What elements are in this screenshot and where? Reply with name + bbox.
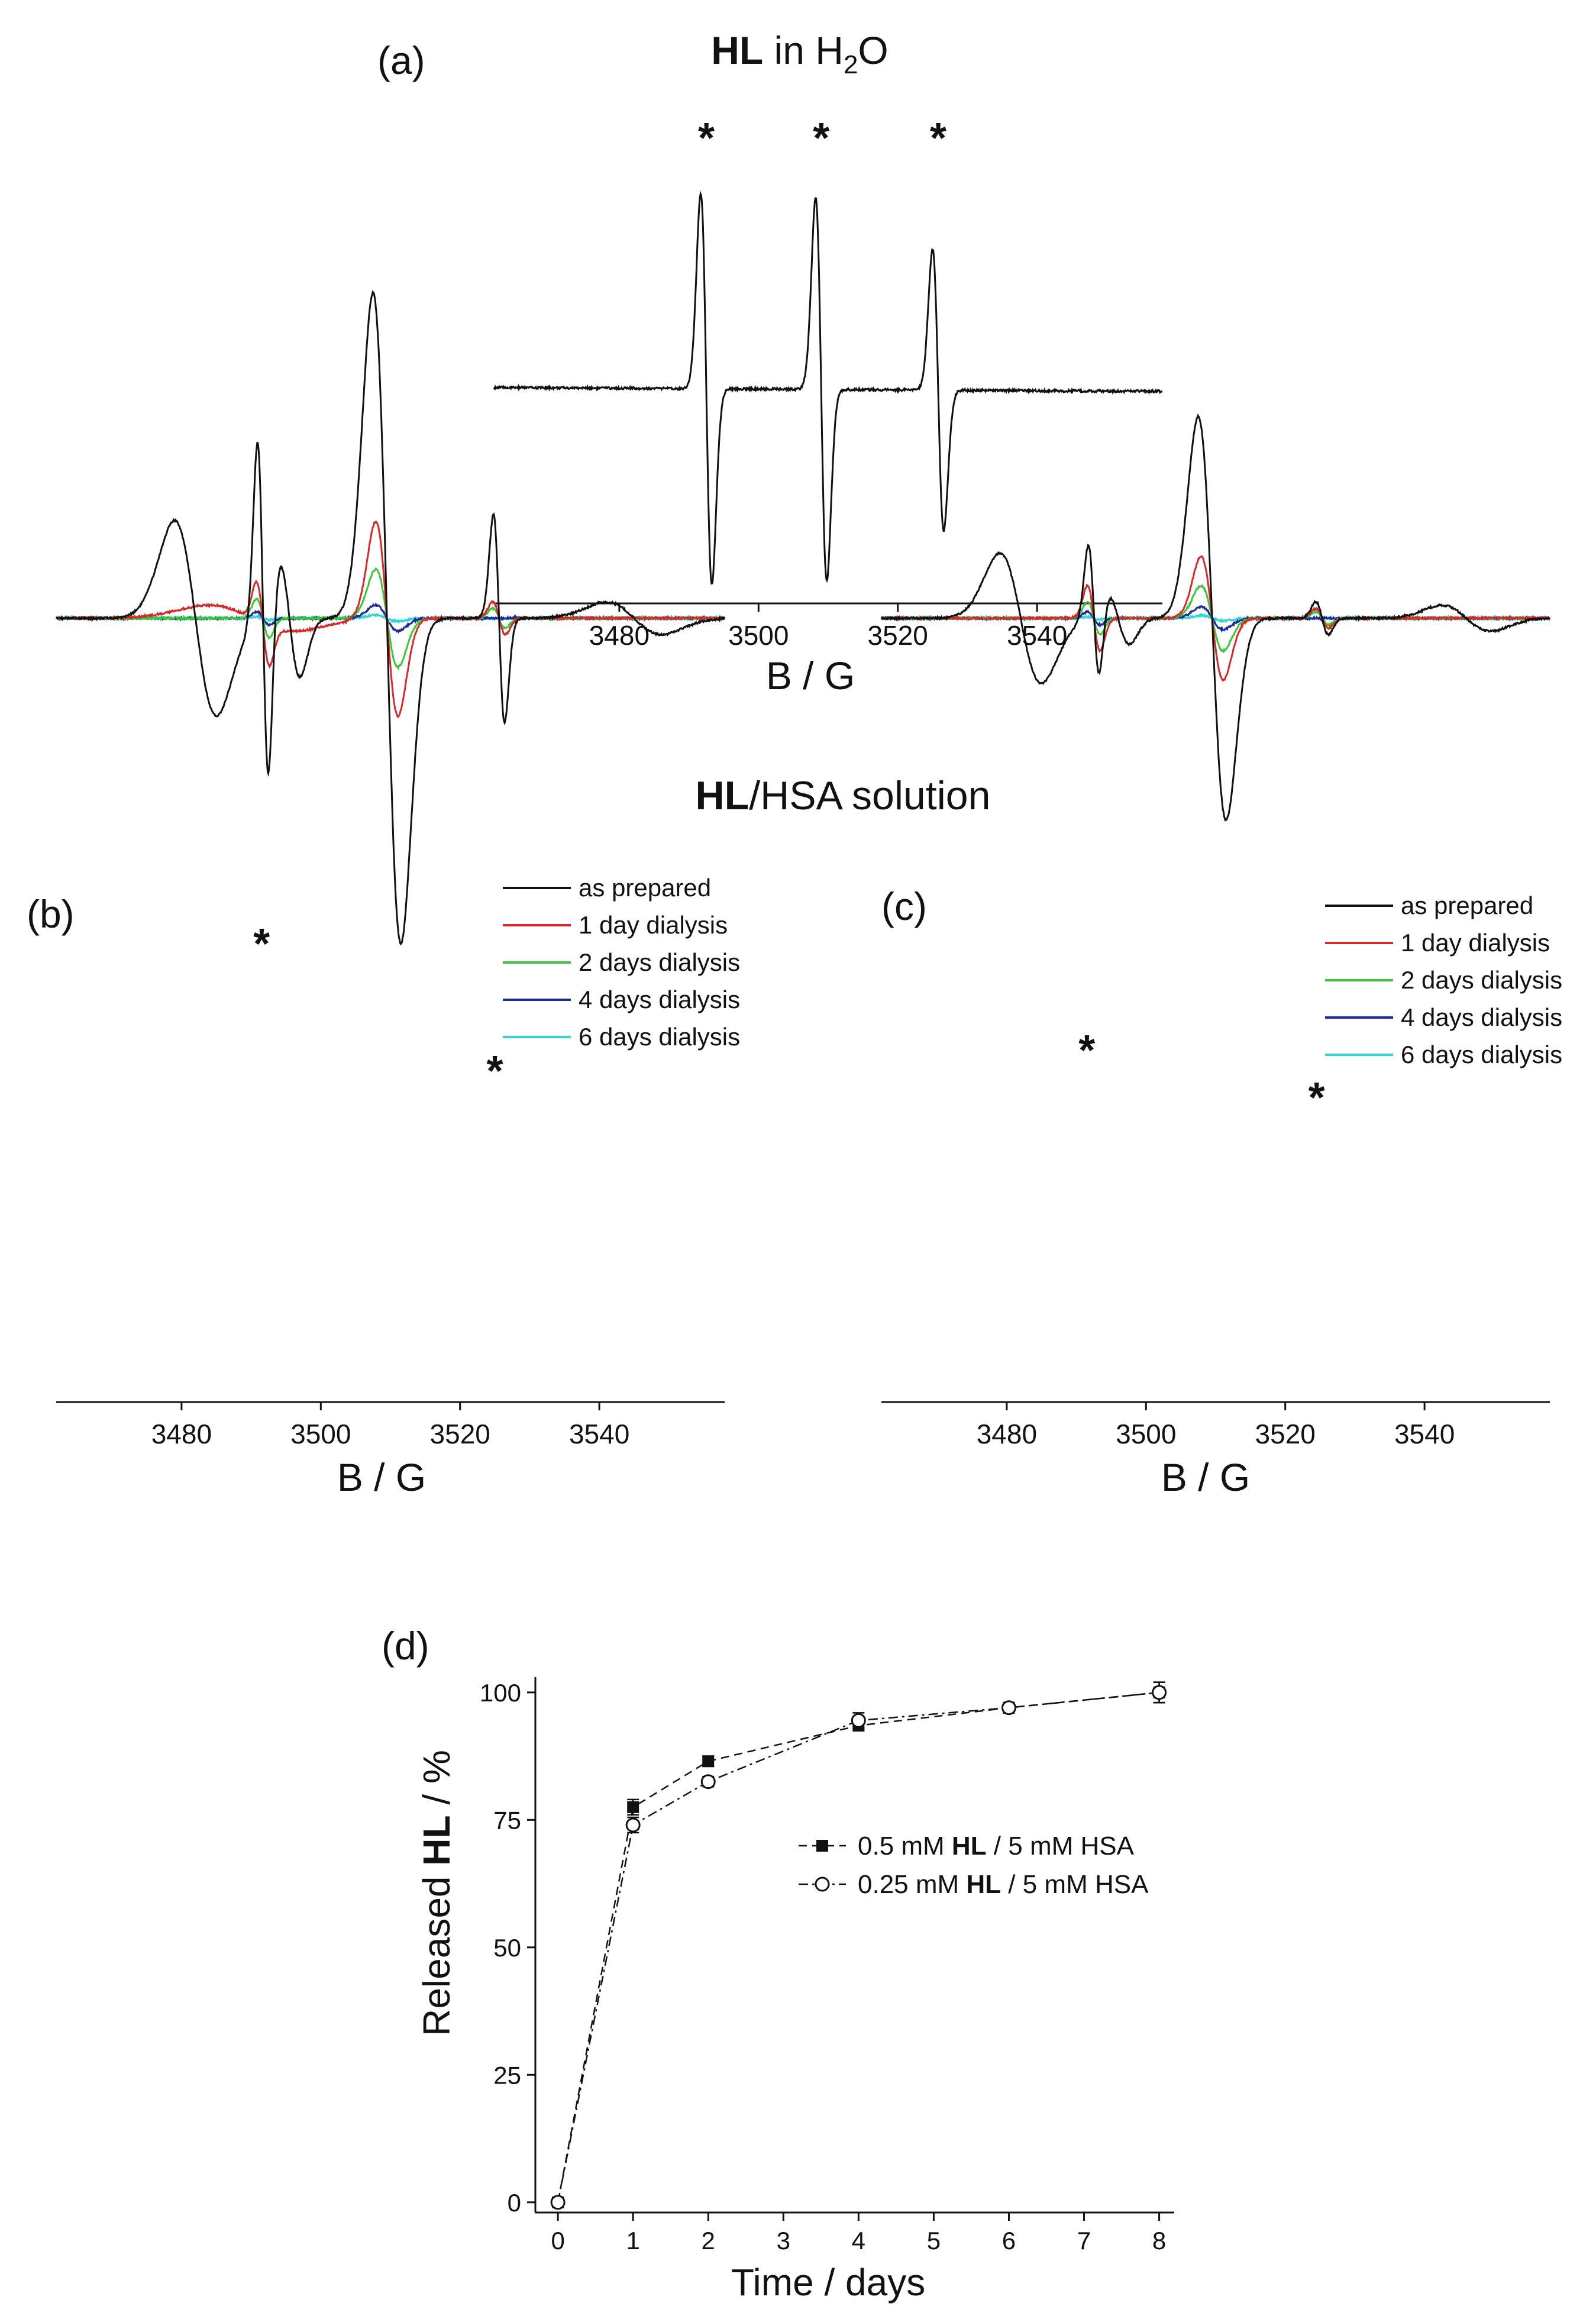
legend-marker-d	[816, 1840, 828, 1852]
y-tick-label-d: 75	[493, 1806, 521, 1834]
legend-label-b: 1 day dialysis	[579, 911, 728, 939]
group-title-bold: HL	[696, 773, 749, 818]
legend-c: as prepared 1 day dialysis 2 days dialysis…	[1325, 892, 1562, 1068]
x-tick-label-d: 0	[551, 2227, 564, 2255]
panel-c-label: (c)	[881, 884, 927, 928]
x-tick-label-d: 2	[702, 2227, 715, 2255]
panel-c: (c) 3480 3500 3520 3540 * * as prepared 1 day …	[880, 413, 1562, 1499]
x-tick-label-d: 6	[1002, 2227, 1016, 2255]
panel-a-label: (a)	[377, 38, 425, 82]
legend-label-b: 6 days dialysis	[579, 1023, 740, 1051]
data-point-d-1	[1152, 1685, 1167, 1700]
data-point-d-0	[627, 1801, 639, 1813]
series-line-b-1	[55, 521, 725, 718]
x-tick-label-c: 3520	[1255, 1419, 1316, 1449]
legend-label-d-pre: 0.5 mM	[858, 1832, 952, 1861]
panel-a-x-axis-label: B / G	[766, 654, 855, 697]
legend-label-c: 6 days dialysis	[1401, 1041, 1562, 1068]
legend-label-d: 0.5 mM HL / 5 mM HSA	[858, 1832, 1135, 1861]
legend-label-b: 2 days dialysis	[579, 948, 740, 976]
legend-label-c: as prepared	[1401, 892, 1533, 919]
legend-marker-d	[815, 1876, 830, 1892]
x-tick-label-b: 3540	[569, 1419, 629, 1449]
peak-marker-b: *	[253, 921, 270, 968]
legend-label-d-post: / 5 mM HSA	[987, 1832, 1135, 1861]
panel-a-title-end: O	[858, 28, 888, 72]
panel-a-title-sub: 2	[844, 50, 858, 79]
data-point-d-0	[702, 1755, 715, 1768]
panel-a: (a) HL in H2O 3480 3500 3520 3540* * * B / G	[377, 28, 1163, 697]
y-tick-label-d: 50	[493, 1934, 521, 1962]
legend-label-c: 4 days dialysis	[1401, 1003, 1562, 1031]
panel-d: (d) 0 1 2 3 4 5 6 7 8 0 25 50 75 100 0.5 mM HL / 5 mM …	[382, 1624, 1174, 2304]
x-tick-label-c: 3540	[1394, 1419, 1455, 1449]
peak-marker-a: *	[930, 115, 946, 162]
x-tick-label-a: 3540	[1007, 620, 1067, 651]
data-point-d-1	[1001, 1700, 1016, 1716]
panel-d-y-axis-label: Released HL / %	[415, 1750, 458, 2036]
panel-d-y-axis-label-bold: HL	[415, 1815, 458, 1865]
x-tick-label-a: 3520	[868, 620, 928, 651]
x-tick-label-d: 5	[927, 2227, 941, 2255]
legend-b: as prepared 1 day dialysis 2 days dialysis…	[503, 874, 740, 1051]
y-tick-label-d: 0	[508, 2189, 521, 2217]
data-point-d-1	[851, 1713, 866, 1728]
series-line-c-1	[881, 555, 1551, 683]
panel-a-title-bold: HL	[711, 28, 763, 72]
series-line-c-0	[880, 413, 1550, 822]
peak-marker-b: *	[487, 1048, 503, 1095]
series-line-b-0	[56, 290, 725, 946]
panel-a-title-rest: in H	[763, 28, 844, 72]
series-line-d-1	[557, 1691, 1159, 2203]
peak-marker-a: *	[698, 115, 715, 162]
legend-label-d-pre: 0.25 mM	[858, 1870, 966, 1899]
x-tick-label-d: 4	[852, 2227, 865, 2255]
legend-label-d-bold: HL	[952, 1832, 987, 1861]
x-tick-label-b: 3480	[151, 1419, 212, 1449]
peak-marker-c: *	[1309, 1074, 1325, 1122]
x-tick-label-a: 3500	[728, 620, 789, 651]
data-point-d-1	[625, 1817, 641, 1833]
plot-c: 3480 3500 3520 3540 * *	[880, 413, 1551, 1449]
panel-c-x-axis-label: B / G	[1161, 1455, 1250, 1499]
legend-label-d: 0.25 mM HL / 5 mM HSA	[858, 1870, 1149, 1899]
group-title-b-c: HL/HSA solution	[696, 773, 991, 818]
legend-label-c: 2 days dialysis	[1401, 966, 1562, 994]
data-point-d-1	[700, 1774, 716, 1790]
y-tick-label-d: 25	[493, 2061, 521, 2089]
panel-b-label: (b)	[27, 892, 75, 936]
x-tick-label-b: 3500	[290, 1419, 351, 1449]
panel-d-x-axis-label: Time / days	[731, 2261, 925, 2304]
panel-d-y-axis-label-pre: Released	[415, 1866, 458, 2036]
legend-label-b: as prepared	[579, 874, 711, 902]
legend-label-c: 1 day dialysis	[1401, 929, 1550, 957]
peak-marker-c: *	[1078, 1027, 1095, 1074]
plot-b: 3480 3500 3520 3540 * *	[55, 290, 726, 1449]
x-tick-label-c: 3480	[977, 1419, 1037, 1449]
legend-label-d-post: / 5 mM HSA	[1001, 1870, 1149, 1899]
x-tick-label-d: 3	[777, 2227, 790, 2255]
group-title-rest: /HSA solution	[749, 773, 990, 818]
series-line-a-0	[493, 190, 1163, 585]
y-tick-label-d: 100	[480, 1679, 521, 1707]
panel-d-label: (d)	[382, 1624, 429, 1668]
x-tick-label-d: 1	[626, 2227, 639, 2255]
panel-b-x-axis-label: B / G	[337, 1455, 426, 1499]
x-tick-label-c: 3500	[1116, 1419, 1176, 1449]
panel-d-y-axis-label-post: / %	[415, 1750, 458, 1815]
x-tick-label-d: 8	[1152, 2227, 1166, 2255]
panel-b: (b) 3480 3500 3520 3540 * * as prepared 1 day …	[27, 290, 740, 1499]
data-point-d-1	[550, 2195, 566, 2210]
legend-label-b: 4 days dialysis	[579, 986, 740, 1013]
peak-marker-a: *	[813, 115, 829, 162]
panel-a-title: HL in H2O	[711, 28, 889, 79]
legend-label-d-bold: HL	[966, 1870, 1001, 1899]
plot-a: 3480 3500 3520 3540* * *	[493, 115, 1163, 651]
x-tick-label-d: 7	[1077, 2227, 1091, 2255]
x-tick-label-b: 3520	[430, 1419, 490, 1449]
